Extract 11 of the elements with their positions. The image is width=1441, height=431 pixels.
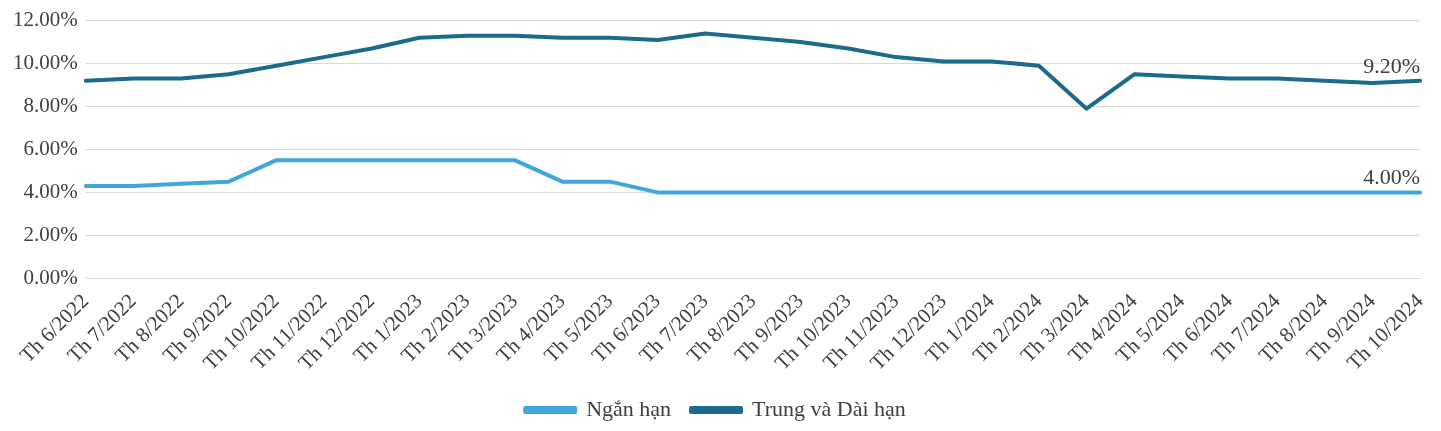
y-tick-label: 6.00% — [23, 135, 78, 160]
data-label: 9.20% — [1363, 52, 1421, 78]
y-tick-label: 4.00% — [23, 178, 78, 203]
legend-label: Ngắn hạn — [586, 395, 672, 421]
y-tick-label: 2.00% — [23, 221, 78, 246]
y-tick-label: 10.00% — [12, 50, 78, 75]
y-tick-label: 0.00% — [23, 264, 78, 289]
y-tick-label: 12.00% — [12, 7, 78, 32]
legend-label: Trung và Dài hạn — [752, 395, 906, 421]
y-tick-label: 8.00% — [23, 93, 78, 118]
data-label: 4.00% — [1363, 164, 1421, 190]
